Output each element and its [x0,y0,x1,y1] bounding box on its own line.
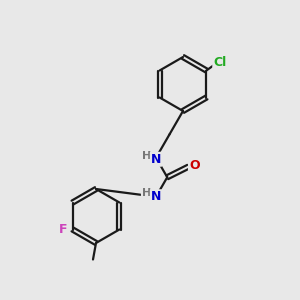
Text: Cl: Cl [213,56,226,70]
Text: F: F [59,223,67,236]
Text: N: N [151,153,161,166]
Text: H: H [142,188,151,198]
Text: O: O [189,159,200,172]
Text: H: H [142,151,151,161]
Text: N: N [151,190,161,203]
